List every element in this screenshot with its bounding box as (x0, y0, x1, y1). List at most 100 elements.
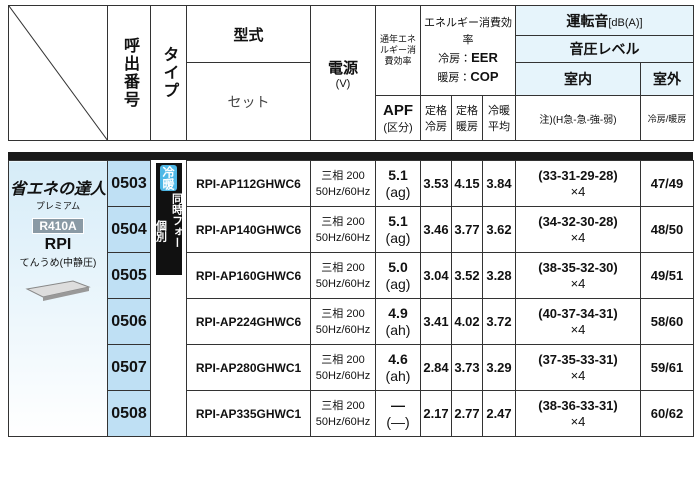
text: RPI (44, 236, 72, 253)
text: (38-36-33-31) (538, 397, 618, 413)
text: 三相 200 (321, 261, 365, 274)
refrigerant-badge: R410A (32, 218, 84, 234)
header-table: 呼出番号 タイプ 型式 電源 (V) 通年エネルギー消費効率 エネルギー消費効率冷… (8, 5, 694, 141)
text: ×4 (570, 229, 586, 245)
model-header: 型式 (186, 5, 311, 63)
model-cell: RPI-AP224GHWC6 (186, 298, 311, 345)
spl-header: 音圧レベル (515, 35, 694, 63)
text: 同時フォー (170, 192, 183, 248)
avg-cell: 3.29 (482, 344, 516, 391)
text: てんうめ(中静圧) (19, 258, 97, 269)
indoor-header: 室内 (515, 62, 641, 96)
text: — (391, 396, 405, 413)
set-header: セット (186, 62, 311, 141)
rated-cool-cell: 3.41 (420, 298, 452, 345)
text: (ag) (385, 229, 411, 246)
text: (V) (335, 77, 351, 90)
outdoor-cell: 60/62 (640, 390, 694, 437)
rated-cool-cell: 3.04 (420, 252, 452, 299)
product-cell: 省エネの達人プレミアム R410A RPI てんうめ(中静圧) (8, 160, 108, 437)
type-header: タイプ (150, 5, 187, 141)
code-cell: 0504 (107, 206, 151, 253)
text: 暖房： (437, 71, 471, 84)
indoor-cell: (40-37-34-31) ×4 (515, 298, 641, 345)
row: 0508 RPI-AP335GHWC1 三相 200 50Hz/60Hz — (—) 2.1… (9, 390, 694, 437)
power-cell: 三相 200 50Hz/60Hz (310, 390, 376, 437)
text: (33-31-29-28) (538, 167, 618, 183)
text: 冷房：EER (422, 49, 515, 68)
text: 三相 200 (321, 353, 365, 366)
rated-heat-cell: 3.52 (451, 252, 483, 299)
text: 省エネの達人 (9, 181, 106, 198)
text: 運転音 (566, 12, 609, 29)
power-cell: 三相 200 50Hz/60Hz (310, 298, 376, 345)
apf-cell: 4.6 (ah) (375, 344, 421, 391)
power-cell: 三相 200 50Hz/60Hz (310, 160, 376, 207)
text: 50Hz/60Hz (315, 231, 371, 244)
text: ×4 (570, 275, 586, 291)
text: 50Hz/60Hz (315, 277, 371, 290)
text: 4.9 (388, 304, 408, 321)
text: 5.1 (388, 212, 408, 229)
type-strip: 冷暖 同時フォー 個別 (155, 162, 183, 275)
rated-cool-cell: 2.17 (420, 390, 452, 437)
text: 5.0 (388, 258, 408, 275)
code-cell: 0503 (107, 160, 151, 207)
indoor-cell: (37-35-33-31) ×4 (515, 344, 641, 391)
model-cell: RPI-AP280GHWC1 (186, 344, 311, 391)
apf-header: APF (区分) (375, 95, 421, 141)
noise-header: 運転音[dB(A)] (515, 5, 694, 36)
text: 50Hz/60Hz (315, 185, 371, 198)
corner (8, 5, 108, 141)
energy-header: エネルギー消費効率 冷房：EER 暖房：COP (420, 5, 516, 96)
text: APF (383, 101, 413, 119)
indoor-cell: (38-36-33-31) ×4 (515, 390, 641, 437)
outdoor-sub-header: 冷房/暖房 (640, 95, 694, 141)
row: 0507 RPI-AP280GHWC1 三相 200 50Hz/60Hz 4.6 (ah)… (9, 344, 694, 391)
note-header: 注)(H急-急-強-弱) (515, 95, 641, 141)
row: 0504 RPI-AP140GHWC6 三相 200 50Hz/60Hz 5.1 (ag)… (9, 206, 694, 253)
rated-heat-header: 定格暖房 (451, 95, 483, 141)
rated-heat-cell: 4.02 (451, 298, 483, 345)
rated-heat-cell: 3.73 (451, 344, 483, 391)
text: (ah) (385, 321, 411, 338)
avg-cell: 2.47 (482, 390, 516, 437)
text: ×4 (570, 321, 586, 337)
text: COP (470, 68, 499, 84)
indoor-cell: (33-31-29-28) ×4 (515, 160, 641, 207)
indoor-cell: (34-32-30-28) ×4 (515, 206, 641, 253)
mode-badge: 冷暖 (160, 164, 177, 191)
outdoor-header: 室外 (640, 62, 694, 96)
code-cell: 0506 (107, 298, 151, 345)
apf-cell: — (—) (375, 390, 421, 437)
code-cell: 0505 (107, 252, 151, 299)
text: (ah) (385, 367, 411, 384)
text: 呼出番号 (121, 37, 138, 109)
model-cell: RPI-AP160GHWC6 (186, 252, 311, 299)
text: プレミアム (35, 201, 81, 211)
text: 冷房： (438, 52, 472, 65)
text: (37-35-33-31) (538, 351, 618, 367)
code-cell: 0507 (107, 344, 151, 391)
text: (40-37-34-31) (538, 305, 618, 321)
text: EER (471, 49, 498, 65)
pnum-header: 呼出番号 (107, 5, 151, 141)
avg-cell: 3.62 (482, 206, 516, 253)
text: (ag) (385, 275, 411, 292)
outdoor-cell: 49/51 (640, 252, 694, 299)
rated-cool-cell: 3.53 (420, 160, 452, 207)
diagonal (9, 6, 107, 140)
rated-cool-cell: 2.84 (420, 344, 452, 391)
text: 三相 200 (321, 215, 365, 228)
outdoor-cell: 47/49 (640, 160, 694, 207)
outdoor-cell: 59/61 (640, 344, 694, 391)
unit-icon (25, 280, 91, 301)
code-cell: 0508 (107, 390, 151, 437)
rated-heat-cell: 3.77 (451, 206, 483, 253)
model-cell: RPI-AP335GHWC1 (186, 390, 311, 437)
annual-header: 通年エネルギー消費効率 (375, 5, 421, 96)
text: 50Hz/60Hz (315, 323, 371, 336)
rated-cool-header: 定格冷房 (420, 95, 452, 141)
power-header: 電源 (V) (310, 5, 376, 141)
text: 電源 (327, 59, 358, 77)
